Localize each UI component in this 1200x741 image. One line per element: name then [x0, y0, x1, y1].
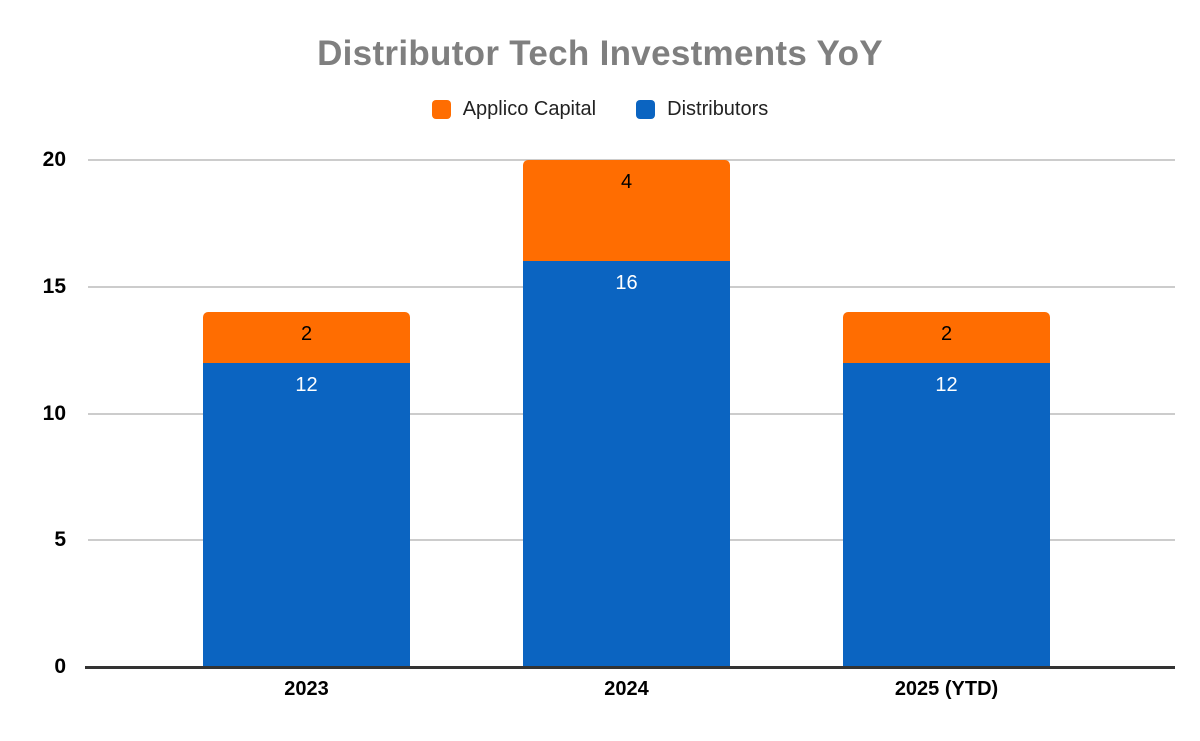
bar-value-label: 4	[620, 171, 633, 194]
legend-item-applico-capital: Applico Capital	[431, 98, 597, 121]
chart-legend: Applico Capital Distributors	[0, 98, 1200, 121]
legend-label: Distributors	[667, 98, 769, 120]
bar-2024: 16 4	[523, 160, 730, 667]
x-axis-tick-label: 2024	[604, 678, 649, 700]
bar-value-label: 2	[300, 323, 313, 346]
y-axis-tick-label: 0	[54, 655, 66, 678]
bar-2023: 12 2	[203, 160, 410, 667]
bar-segment-distributors[interactable]: 12	[843, 362, 1050, 667]
gridline	[88, 159, 1175, 161]
y-axis-tick-label: 20	[42, 148, 66, 171]
bar-2025-ytd: 12 2	[843, 160, 1050, 667]
y-axis-tick-label: 15	[42, 274, 66, 298]
y-axis-tick-label: 5	[54, 528, 66, 552]
bar-segment-applico-capital[interactable]: 2	[203, 312, 410, 363]
x-axis-tick-label: 2023	[284, 678, 329, 700]
bar-segment-applico-capital[interactable]: 4	[523, 160, 730, 262]
x-axis-baseline	[85, 666, 1175, 669]
x-axis: 2023 2024 2025 (YTD)	[88, 678, 1175, 708]
legend-swatch-distributors	[636, 100, 656, 119]
bar-value-label: 2	[940, 323, 953, 346]
bar-value-label: 16	[615, 272, 638, 295]
bar-value-label: 12	[295, 373, 318, 396]
chart-title: Distributor Tech Investments YoY	[317, 34, 883, 73]
y-axis-tick-label: 10	[42, 401, 66, 425]
plot-area: 12 2 16 4 12 2	[85, 159, 1175, 669]
bar-segment-distributors[interactable]: 12	[203, 362, 410, 667]
legend-label: Applico Capital	[462, 98, 597, 120]
bar-segment-applico-capital[interactable]: 2	[843, 312, 1050, 363]
bar-value-label: 12	[935, 373, 958, 396]
y-axis: 0 5 10 15 20	[0, 148, 76, 678]
legend-item-distributors: Distributors	[636, 98, 768, 121]
legend-swatch-applico-capital	[431, 100, 451, 119]
bar-segment-distributors[interactable]: 16	[523, 261, 730, 667]
x-axis-tick-label: 2025 (YTD)	[894, 678, 999, 700]
